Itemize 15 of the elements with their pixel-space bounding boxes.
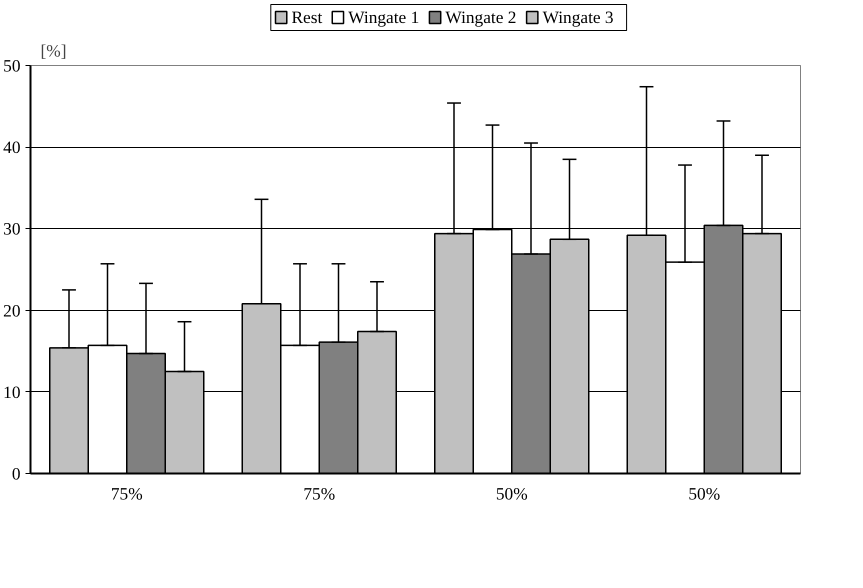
y-tick-label: 30 — [3, 220, 20, 239]
y-tick-label: 20 — [3, 301, 20, 320]
legend-label: Wingate 1 — [348, 8, 420, 27]
x-tick-label: 75% — [110, 484, 143, 504]
y-tick-label: 40 — [3, 138, 20, 158]
y-axis-title: [%] — [40, 42, 66, 60]
legend-label: Wingate 3 — [542, 8, 614, 27]
x-tick-label: 75% — [303, 484, 336, 504]
y-tick-label: 10 — [3, 382, 20, 402]
legend-label: Rest — [291, 8, 322, 27]
x-tick-label: 50% — [496, 484, 528, 504]
x-tick-label: 50% — [688, 484, 720, 504]
y-tick-label: 0 — [12, 464, 21, 484]
legend-label: Wingate 2 — [445, 8, 516, 27]
y-tick-label: 50 — [3, 56, 20, 76]
